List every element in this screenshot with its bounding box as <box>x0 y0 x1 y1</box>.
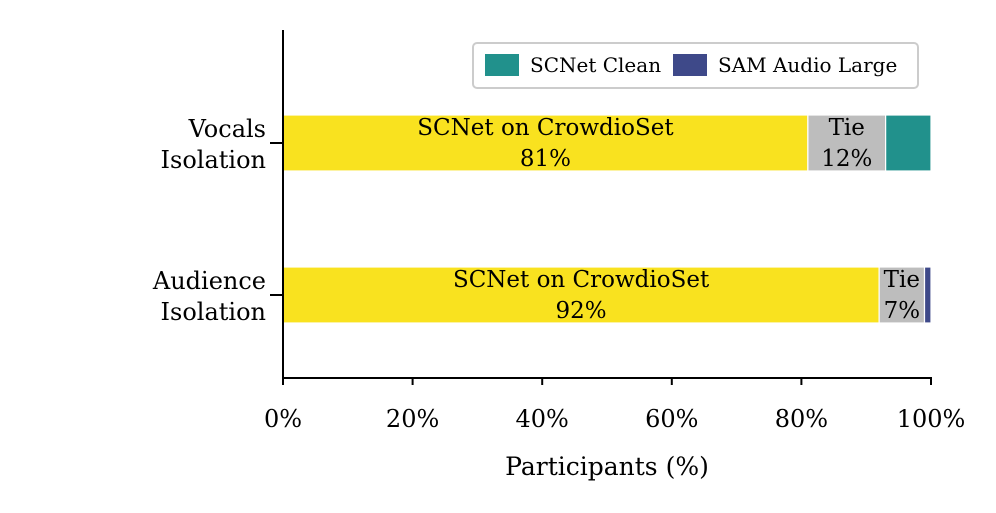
x-tick-label-3: 60% <box>645 405 698 433</box>
legend: SCNet Clean SAM Audio Large <box>472 42 919 89</box>
bar-clean-0 <box>885 114 932 172</box>
x-axis-ticks: 0% 20% 40% 60% 80% 100% <box>264 378 965 433</box>
legend-swatch-clean <box>485 54 519 76</box>
bars-layer <box>282 114 932 324</box>
segment-label-tie-0: Tie <box>829 115 865 141</box>
y-category-label-1-1: Isolation <box>161 298 266 326</box>
segment-label-tie-1: Tie <box>884 267 920 293</box>
bar-sam-1 <box>923 266 932 324</box>
segment-value-crowdio-1: 92% <box>556 298 607 324</box>
x-tick-label-4: 80% <box>775 405 828 433</box>
y-category-label-1-0: Audience <box>152 267 266 295</box>
x-tick-label-2: 40% <box>516 405 569 433</box>
segment-labels-layer: SCNet on CrowdioSet 81% Tie 12% SCNet on Cro… <box>417 115 920 324</box>
segment-value-tie-1: 7% <box>884 298 921 324</box>
legend-swatch-sam <box>673 54 707 76</box>
x-tick-label-1: 20% <box>386 405 439 433</box>
bar-tie-1 <box>878 266 926 324</box>
bar-tie-0 <box>807 114 887 172</box>
segment-value-tie-0: 12% <box>821 146 872 172</box>
bar-crowdio-1 <box>282 266 880 324</box>
x-tick-label-0: 0% <box>264 405 302 433</box>
legend-label-sam: SAM Audio Large <box>718 53 897 77</box>
legend-label-clean: SCNet Clean <box>530 53 661 77</box>
bar-crowdio-0 <box>282 114 809 172</box>
segment-label-crowdio-0: SCNet on CrowdioSet <box>417 115 674 141</box>
y-axis-categories: Vocals Isolation Audience Isolation <box>152 115 283 326</box>
x-axis-label: Participants (%) <box>505 452 709 481</box>
segment-value-crowdio-0: 81% <box>520 146 571 172</box>
y-category-label-0-0: Vocals <box>188 115 266 143</box>
y-category-label-0-1: Isolation <box>161 146 266 174</box>
x-tick-label-5: 100% <box>897 405 966 433</box>
segment-label-crowdio-1: SCNet on CrowdioSet <box>453 267 710 293</box>
